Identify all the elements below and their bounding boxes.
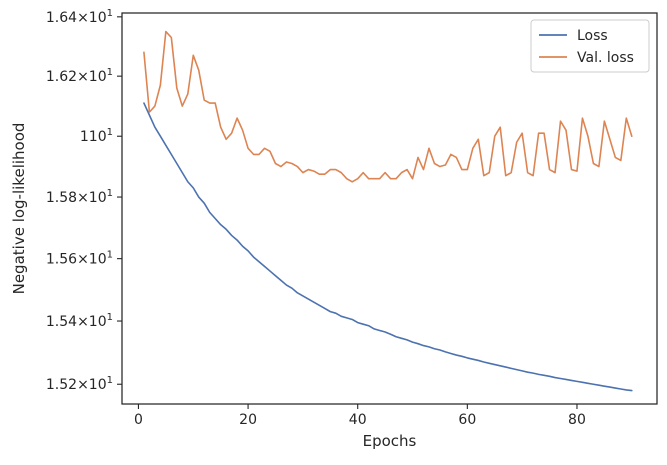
- y-tick-times: ×: [77, 69, 89, 85]
- series-line-1: [143, 30, 633, 183]
- y-tick-exponent: 1: [107, 250, 113, 261]
- legend: Loss Val. loss: [530, 19, 650, 73]
- y-tick-mantissa: 1: [80, 129, 89, 145]
- y-tick-mantissa: 1.64: [46, 10, 77, 26]
- legend-label-1: Val. loss: [577, 50, 634, 66]
- x-tick-label: 20: [239, 412, 257, 428]
- y-tick-exponent: 1: [107, 127, 113, 138]
- y-tick-exponent: 1: [107, 312, 113, 323]
- y-tick-base: 10: [89, 190, 107, 206]
- y-tick-exponent: 1: [107, 188, 113, 199]
- y-tick-times: ×: [77, 252, 89, 268]
- y-tick-base: 10: [89, 252, 107, 268]
- y-tick-times: ×: [77, 377, 89, 393]
- y-tick-label: 1101: [80, 127, 113, 145]
- y-tick-label: 1.56×101: [46, 250, 113, 268]
- y-tick-mantissa: 1.52: [46, 377, 77, 393]
- x-tick-label: 0: [134, 412, 143, 428]
- y-axis: 1.52×1011.54×1011.56×1011.58×10111011.62…: [46, 8, 122, 393]
- y-tick-mantissa: 1.56: [46, 252, 77, 268]
- y-axis-title: Negative log-likelihood: [10, 123, 28, 295]
- y-tick-base: 10: [89, 377, 107, 393]
- y-tick-base: 10: [89, 10, 107, 26]
- series-line-0: [143, 102, 633, 392]
- plot-area: [122, 13, 657, 404]
- y-tick-times: ×: [77, 314, 89, 330]
- legend-box: [530, 19, 650, 73]
- y-tick-mantissa: 1.54: [46, 314, 77, 330]
- y-tick-label: 1.52×101: [46, 375, 113, 393]
- y-tick-times: ×: [77, 190, 89, 206]
- y-tick-label: 1.58×101: [46, 188, 113, 206]
- y-tick-exponent: 1: [107, 375, 113, 386]
- y-tick-label: 1.64×101: [46, 8, 113, 26]
- x-tick-label: 60: [458, 412, 476, 428]
- y-tick-base: 10: [89, 69, 107, 85]
- plot-frame: [121, 12, 658, 405]
- y-tick-mantissa: 1.58: [46, 190, 77, 206]
- x-axis: 0 20 40 60 80: [134, 404, 586, 428]
- y-tick-base: 10: [89, 314, 107, 330]
- y-tick-exponent: 1: [107, 8, 113, 19]
- x-tick-label: 80: [568, 412, 586, 428]
- y-tick-label: 1.54×101: [46, 312, 113, 330]
- y-tick-label: 1.62×101: [46, 67, 113, 85]
- series-layer: [143, 30, 633, 392]
- x-tick-label: 40: [349, 412, 367, 428]
- y-tick-times: ×: [77, 10, 89, 26]
- legend-label-0: Loss: [577, 28, 608, 44]
- y-tick-base: 10: [89, 129, 107, 145]
- x-axis-title: Epochs: [363, 432, 417, 450]
- y-tick-mantissa: 1.62: [46, 69, 77, 85]
- y-tick-exponent: 1: [107, 67, 113, 78]
